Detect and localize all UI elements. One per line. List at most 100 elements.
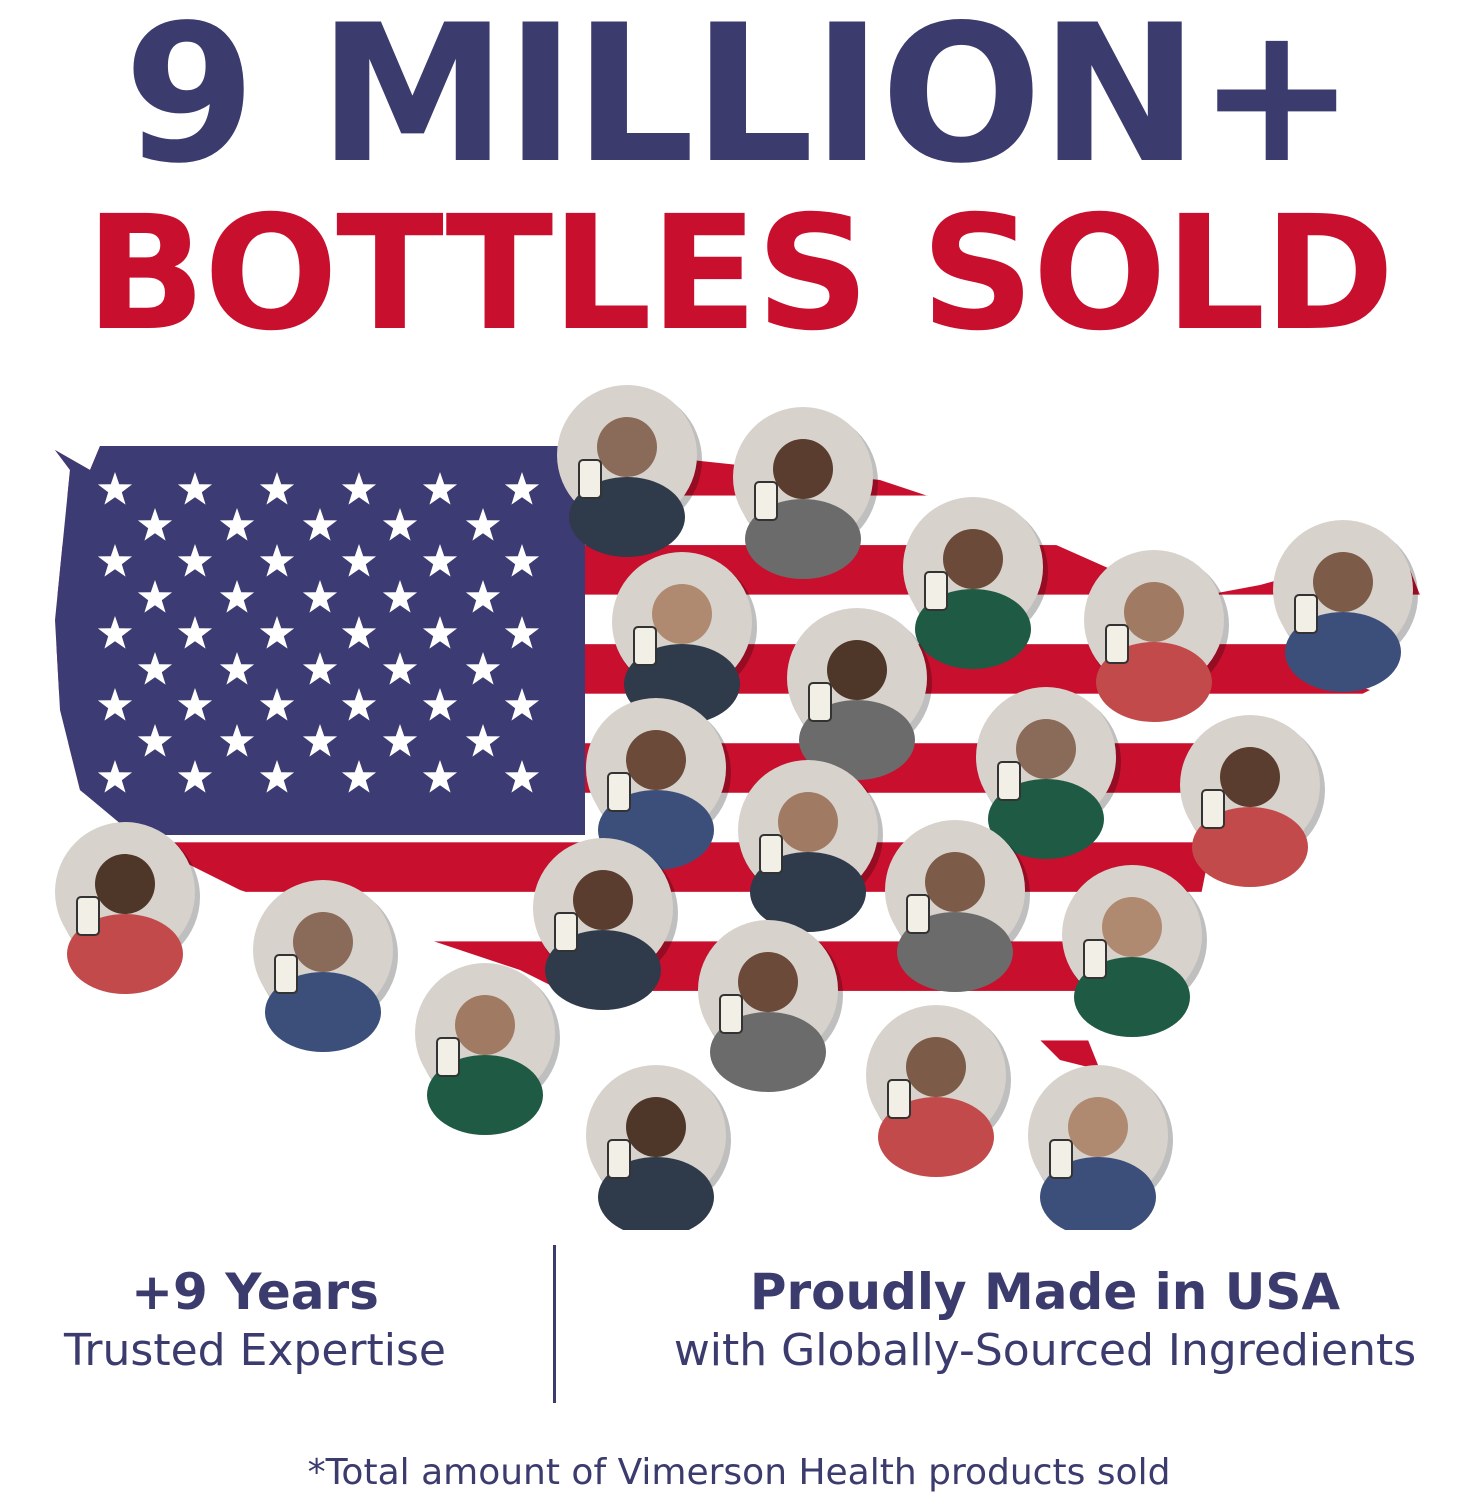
flag-star-icon <box>341 688 377 721</box>
supplement-bottle-icon <box>607 772 631 812</box>
person-face <box>738 952 798 1012</box>
flag-star-icon <box>219 724 255 757</box>
supplement-bottle-icon <box>759 834 783 874</box>
flag-star-icon <box>177 472 213 505</box>
flag-star-icon <box>219 652 255 685</box>
flag-star-icon <box>219 580 255 613</box>
customer-photo <box>866 1005 1011 1177</box>
supplement-bottle-icon <box>607 1139 631 1179</box>
flag-star-icon <box>422 616 458 649</box>
flag-star-icon <box>341 472 377 505</box>
customer-photo <box>415 963 560 1135</box>
customer-photo <box>586 1065 731 1230</box>
flag-star-icon <box>177 544 213 577</box>
flag-star-icon <box>465 580 501 613</box>
customer-photo <box>1180 715 1325 887</box>
flag-star-icon <box>259 544 295 577</box>
supplement-bottle-icon <box>1049 1139 1073 1179</box>
flag-star-icon <box>177 688 213 721</box>
years-title: +9 Years <box>131 1263 379 1321</box>
customer-photo <box>903 497 1048 669</box>
person-face <box>1220 747 1280 807</box>
flag-star-icon <box>177 616 213 649</box>
flag-star-icon <box>259 472 295 505</box>
customer-photo <box>885 820 1030 992</box>
person-face <box>1016 719 1076 779</box>
headline-line-1: 9 MILLION+ <box>123 0 1357 205</box>
flag-star-icon <box>382 580 418 613</box>
flag-star-icon <box>302 652 338 685</box>
years-subtitle: Trusted Expertise <box>64 1325 446 1376</box>
flag-star-icon <box>504 760 540 793</box>
made-in-usa-stat: Proudly Made in USA with Globally-Source… <box>620 1262 1470 1379</box>
person-face <box>95 854 155 914</box>
supplement-bottle-icon <box>1083 939 1107 979</box>
supplement-bottle-icon <box>274 954 298 994</box>
person-face <box>943 529 1003 589</box>
person-face <box>778 792 838 852</box>
supplement-bottle-icon <box>436 1037 460 1077</box>
flag-star-icon <box>465 508 501 541</box>
customer-photo <box>533 838 678 1010</box>
customer-photo <box>557 385 702 557</box>
person-face <box>1313 552 1373 612</box>
flag-star-icon <box>465 652 501 685</box>
customer-photo <box>1062 865 1207 1037</box>
person-face <box>1102 897 1162 957</box>
flag-star-icon <box>97 688 133 721</box>
made-in-usa-title: Proudly Made in USA <box>749 1263 1341 1321</box>
flag-star-icon <box>504 544 540 577</box>
flag-star-icon <box>341 760 377 793</box>
customer-photo <box>698 920 843 1092</box>
customer-photo <box>253 880 398 1052</box>
customer-photo <box>787 608 932 780</box>
supplement-bottle-icon <box>578 459 602 499</box>
customer-photo <box>738 760 883 932</box>
flag-star-icon <box>259 688 295 721</box>
person-face <box>906 1037 966 1097</box>
flag-star-icon <box>422 472 458 505</box>
flag-star-icon <box>422 544 458 577</box>
person-face <box>652 584 712 644</box>
supplement-bottle-icon <box>1201 789 1225 829</box>
person-face <box>827 640 887 700</box>
supplement-bottle-icon <box>997 761 1021 801</box>
customer-photo <box>1084 550 1229 722</box>
flag-star-icon <box>137 652 173 685</box>
person-face <box>925 852 985 912</box>
person-face <box>773 439 833 499</box>
supplement-bottle-icon <box>719 994 743 1034</box>
flag-star-icon <box>422 760 458 793</box>
supplement-bottle-icon <box>76 896 100 936</box>
flag-star-icon <box>137 580 173 613</box>
supplement-bottle-icon <box>808 682 832 722</box>
flag-star-icon <box>341 544 377 577</box>
person-face <box>1124 582 1184 642</box>
flag-star-icon <box>341 616 377 649</box>
person-face <box>293 912 353 972</box>
flag-star-icon <box>259 760 295 793</box>
customer-photo <box>733 407 878 579</box>
customer-photo <box>612 552 757 724</box>
flag-star-icon <box>137 724 173 757</box>
customer-photo <box>586 698 731 870</box>
person-face <box>1068 1097 1128 1157</box>
flag-star-icon <box>177 760 213 793</box>
made-in-usa-subtitle: with Globally-Sourced Ingredients <box>673 1325 1417 1376</box>
flag-star-icon <box>219 508 255 541</box>
person-face <box>597 417 657 477</box>
flag-star-icon <box>422 688 458 721</box>
flag-star-icon <box>97 544 133 577</box>
usa-flag-map-icon <box>55 385 1420 1230</box>
flag-star-icon <box>259 616 295 649</box>
flag-star-icon <box>97 616 133 649</box>
supplement-bottle-icon <box>924 571 948 611</box>
customer-photo <box>1028 1065 1173 1230</box>
customer-photo <box>1273 520 1418 692</box>
flag-star-icon <box>465 724 501 757</box>
person-face <box>626 730 686 790</box>
flag-star-icon <box>504 688 540 721</box>
supplement-bottle-icon <box>1294 594 1318 634</box>
person-face <box>455 995 515 1055</box>
flag-star-icon <box>97 472 133 505</box>
